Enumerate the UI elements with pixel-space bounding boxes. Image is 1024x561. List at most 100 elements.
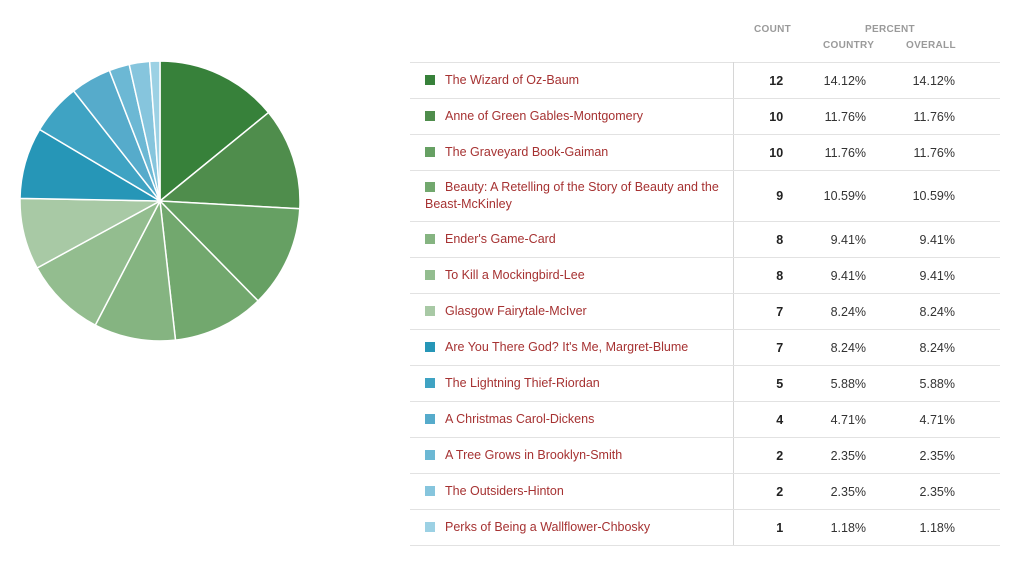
row-count: 9 [733,170,784,222]
table-row: The Lightning Thief-Riordan 5 5.88% 5.88% [410,365,1000,402]
row-label[interactable]: The Graveyard Book-Gaiman [425,144,723,161]
row-label-cell: Glasgow Fairytale-McIver [410,293,734,330]
table-row: To Kill a Mockingbird-Lee 8 9.41% 9.41% [410,257,1000,294]
row-label-text: Beauty: A Retelling of the Story of Beau… [425,180,719,211]
row-country-percent: 2.35% [783,437,867,474]
row-label-text: The Outsiders-Hinton [445,484,564,498]
pie-slice[interactable] [94,198,177,342]
table-row: The Graveyard Book-Gaiman 10 11.76% 11.76% [410,134,1000,171]
row-count: 10 [733,134,784,171]
legend-swatch-icon [425,234,435,244]
row-count: 2 [733,437,784,474]
row-overall-percent: 4.71% [866,401,1000,438]
legend-swatch-icon [425,111,435,121]
legend-swatch-icon [425,522,435,532]
row-count: 12 [733,62,784,99]
row-country-percent: 1.18% [783,509,867,546]
table-row: Anne of Green Gables-Montgomery 10 11.76% 1… [410,98,1000,135]
row-label-text: The Lightning Thief-Riordan [445,376,600,390]
pie-slice[interactable] [158,200,301,302]
row-label[interactable]: Perks of Being a Wallflower-Chbosky [425,519,723,536]
legend-swatch-icon [425,450,435,460]
row-count: 1 [733,509,784,546]
row-overall-percent: 9.41% [866,221,1000,258]
row-label-text: To Kill a Mockingbird-Lee [445,268,585,282]
row-label-text: Ender's Game-Card [445,232,556,246]
row-count: 10 [733,98,784,135]
table-row: Glasgow Fairytale-McIver 7 8.24% 8.24% [410,293,1000,330]
row-country-percent: 14.12% [783,62,867,99]
row-label-text: Are You There God? It's Me, Margret-Blum… [445,340,689,354]
row-label-cell: Anne of Green Gables-Montgomery [410,98,734,135]
row-country-percent: 9.41% [783,257,867,294]
row-overall-percent: 10.59% [866,170,1000,222]
table-row: Ender's Game-Card 8 9.41% 9.41% [410,221,1000,258]
row-overall-percent: 2.35% [866,437,1000,474]
row-overall-percent: 9.41% [866,257,1000,294]
row-overall-percent: 14.12% [866,62,1000,99]
row-label-cell: The Wizard of Oz-Baum [410,62,734,99]
row-label[interactable]: To Kill a Mockingbird-Lee [425,267,723,284]
pie-slice[interactable] [159,60,270,203]
row-label-text: Perks of Being a Wallflower-Chbosky [445,520,651,534]
count-header: COUNT [754,24,792,35]
table-row: Beauty: A Retelling of the Story of Beau… [410,170,1000,222]
row-overall-percent: 8.24% [866,293,1000,330]
percent-header: PERCENT [865,24,915,35]
row-country-percent: 4.71% [783,401,867,438]
row-label[interactable]: A Tree Grows in Brooklyn-Smith [425,447,723,464]
pie-slice[interactable] [36,199,162,327]
row-count: 7 [733,293,784,330]
table-row: The Wizard of Oz-Baum 12 14.12% 14.12% [410,62,1000,99]
pie-chart [0,0,330,400]
pie-slice[interactable] [148,60,161,202]
table-row: The Outsiders-Hinton 2 2.35% 2.35% [410,473,1000,510]
table-row: Perks of Being a Wallflower-Chbosky 1 1.18… [410,509,1000,546]
row-count: 4 [733,401,784,438]
row-label-cell: The Outsiders-Hinton [410,473,734,510]
pie-slice[interactable] [159,198,260,341]
row-label[interactable]: Glasgow Fairytale-McIver [425,303,723,320]
row-count: 8 [733,257,784,294]
row-label[interactable]: Beauty: A Retelling of the Story of Beau… [425,179,723,213]
legend-swatch-icon [425,306,435,316]
row-count: 2 [733,473,784,510]
row-label-text: A Tree Grows in Brooklyn-Smith [445,448,623,462]
table-row: Are You There God? It's Me, Margret-Blum… [410,329,1000,366]
legend-swatch-icon [425,147,435,157]
row-label[interactable]: The Wizard of Oz-Baum [425,72,723,89]
row-label[interactable]: Ender's Game-Card [425,231,723,248]
row-label-text: Glasgow Fairytale-McIver [445,304,587,318]
legend-swatch-icon [425,414,435,424]
row-count: 8 [733,221,784,258]
row-overall-percent: 1.18% [866,509,1000,546]
row-label-cell: A Tree Grows in Brooklyn-Smith [410,437,734,474]
row-label-text: The Graveyard Book-Gaiman [445,145,609,159]
row-overall-percent: 8.24% [866,329,1000,366]
row-overall-percent: 2.35% [866,473,1000,510]
row-country-percent: 11.76% [783,134,867,171]
legend-swatch-icon [425,75,435,85]
row-country-percent: 5.88% [783,365,867,402]
results-table: The Wizard of Oz-Baum 12 14.12% 14.12% Anne … [410,62,1000,546]
row-label[interactable]: Are You There God? It's Me, Margret-Blum… [425,339,723,356]
pie-slice[interactable] [158,111,301,210]
row-country-percent: 8.24% [783,329,867,366]
legend-swatch-icon [425,182,435,192]
row-label[interactable]: The Outsiders-Hinton [425,483,723,500]
row-count: 5 [733,365,784,402]
row-label[interactable]: The Lightning Thief-Riordan [425,375,723,392]
table-row: A Tree Grows in Brooklyn-Smith 2 2.35% 2.35… [410,437,1000,474]
row-label-cell: Perks of Being a Wallflower-Chbosky [410,509,734,546]
row-country-percent: 10.59% [783,170,867,222]
row-overall-percent: 11.76% [866,98,1000,135]
row-label[interactable]: Anne of Green Gables-Montgomery [425,108,723,125]
row-label-cell: The Graveyard Book-Gaiman [410,134,734,171]
row-label[interactable]: A Christmas Carol-Dickens [425,411,723,428]
row-label-cell: The Lightning Thief-Riordan [410,365,734,402]
legend-swatch-icon [425,342,435,352]
row-label-text: Anne of Green Gables-Montgomery [445,109,644,123]
row-country-percent: 2.35% [783,473,867,510]
row-count: 7 [733,329,784,366]
row-country-percent: 8.24% [783,293,867,330]
